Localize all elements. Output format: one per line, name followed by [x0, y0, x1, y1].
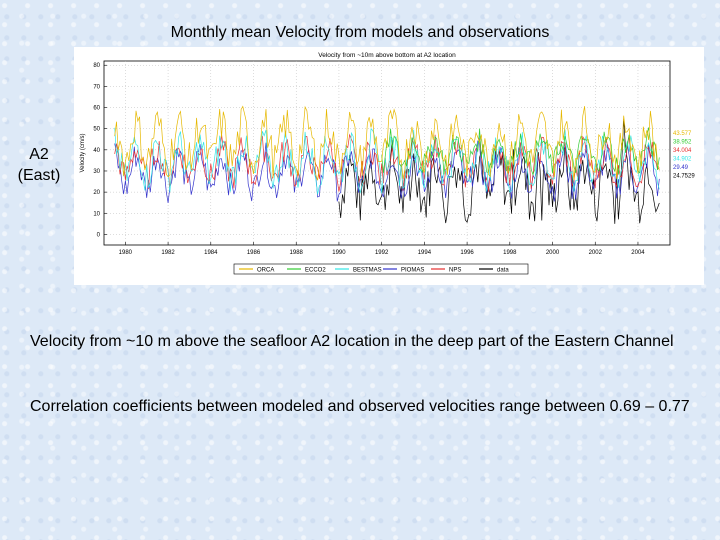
series-line-ecco2: [381, 127, 660, 176]
mean-label-data: 24.7529: [673, 174, 695, 180]
legend-box: [233, 263, 529, 275]
x-tick-label: 1994: [418, 250, 432, 256]
x-tick-label: 2004: [631, 250, 645, 256]
legend-label-bestmas: BESTMAS: [353, 268, 382, 274]
legend-label-data: data: [497, 268, 509, 274]
series-line-orca: [114, 105, 660, 181]
mean-label-orca: 43.577: [673, 131, 692, 137]
series-line-bestmas: [114, 127, 660, 195]
x-tick-label: 1984: [204, 250, 218, 256]
x-tick-label: 1990: [332, 250, 346, 256]
x-tick-label: 1988: [290, 250, 304, 256]
y-tick-label: 40: [93, 148, 100, 154]
series-line-nps: [114, 133, 660, 192]
velocity-chart-svg: Velocity from ~10m above bottom at A2 lo…: [80, 52, 695, 275]
y-tick-label: 0: [97, 232, 101, 238]
mean-label-ecco2: 38.952: [673, 140, 692, 146]
mean-label-bestmas: 34.902: [673, 157, 692, 163]
caption-correlation: Correlation coefficients between modeled…: [30, 398, 690, 415]
y-tick-label: 80: [93, 63, 100, 69]
legend-label-piomas: PIOMAS: [401, 268, 424, 274]
plot-area: [103, 60, 671, 246]
y-tick-label: 30: [93, 169, 100, 175]
legend-label-ecco2: ECCO2: [305, 268, 326, 274]
slide-title: Monthly mean Velocity from models and ob…: [170, 24, 550, 41]
series-line-piomas: [114, 140, 660, 203]
x-tick-label: 1996: [460, 250, 474, 256]
x-tick-label: 1992: [375, 250, 389, 256]
legend-label-nps: NPS: [449, 268, 461, 274]
x-tick-label: 1998: [503, 250, 517, 256]
y-tick-label: 70: [93, 84, 100, 90]
mean-label-nps: 34.004: [673, 148, 692, 154]
velocity-chart: Velocity from ~10m above bottom at A2 lo…: [74, 47, 704, 285]
y-axis-label: Velocity (cm/s): [80, 133, 86, 172]
legend-label-orca: ORCA: [257, 268, 274, 274]
x-tick-label: 1982: [161, 250, 175, 256]
x-tick-label: 2000: [546, 250, 560, 256]
y-tick-label: 10: [93, 211, 100, 217]
location-label: A2 (East): [17, 146, 61, 184]
mean-label-piomas: 29.49: [673, 165, 689, 171]
x-tick-label: 2002: [589, 250, 603, 256]
chart-title: Velocity from ~10m above bottom at A2 lo…: [318, 52, 456, 59]
y-tick-label: 20: [93, 190, 100, 196]
x-tick-label: 1980: [119, 250, 133, 256]
y-tick-label: 60: [93, 106, 100, 112]
caption-location: Velocity from ~10 m above the seafloor A…: [30, 333, 674, 350]
x-tick-label: 1986: [247, 250, 261, 256]
y-tick-label: 50: [93, 127, 100, 133]
